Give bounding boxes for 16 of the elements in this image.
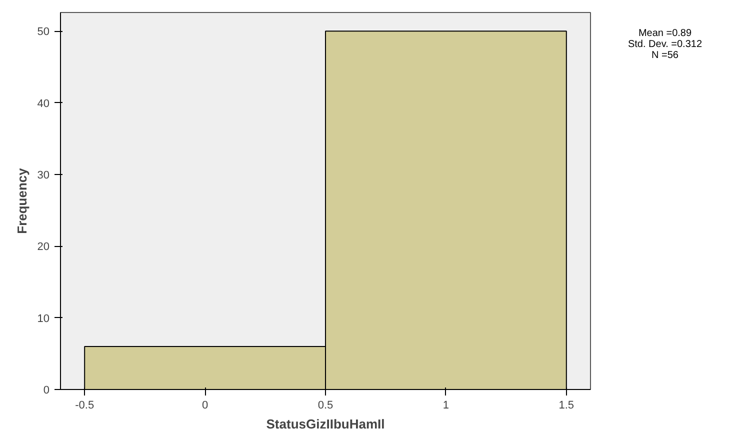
text: Std. Dev. =0.312 — [628, 39, 702, 50]
y-tick-label: 30 — [37, 169, 50, 182]
x-tick-label: 0 — [202, 400, 208, 412]
y-tick-label: 50 — [37, 26, 50, 38]
y-tick-label: 20 — [37, 241, 50, 254]
text: Mean =0.89 — [638, 28, 692, 39]
x-tick-label: 0.5 — [318, 400, 334, 412]
x-tick-label: 1 — [442, 400, 450, 412]
x-tick-label: -0.5 — [75, 400, 94, 412]
y-axis-title: Frequency — [14, 167, 30, 234]
y-tick-label: 10 — [37, 312, 50, 325]
y-tick-label: 40 — [37, 98, 50, 110]
y-tick-label: 0 — [43, 384, 50, 396]
x-axis-title: StatusGizIIbuHamIl — [266, 416, 385, 432]
x-tick-label: 1.5 — [558, 400, 574, 412]
text: N =56 — [652, 50, 678, 61]
